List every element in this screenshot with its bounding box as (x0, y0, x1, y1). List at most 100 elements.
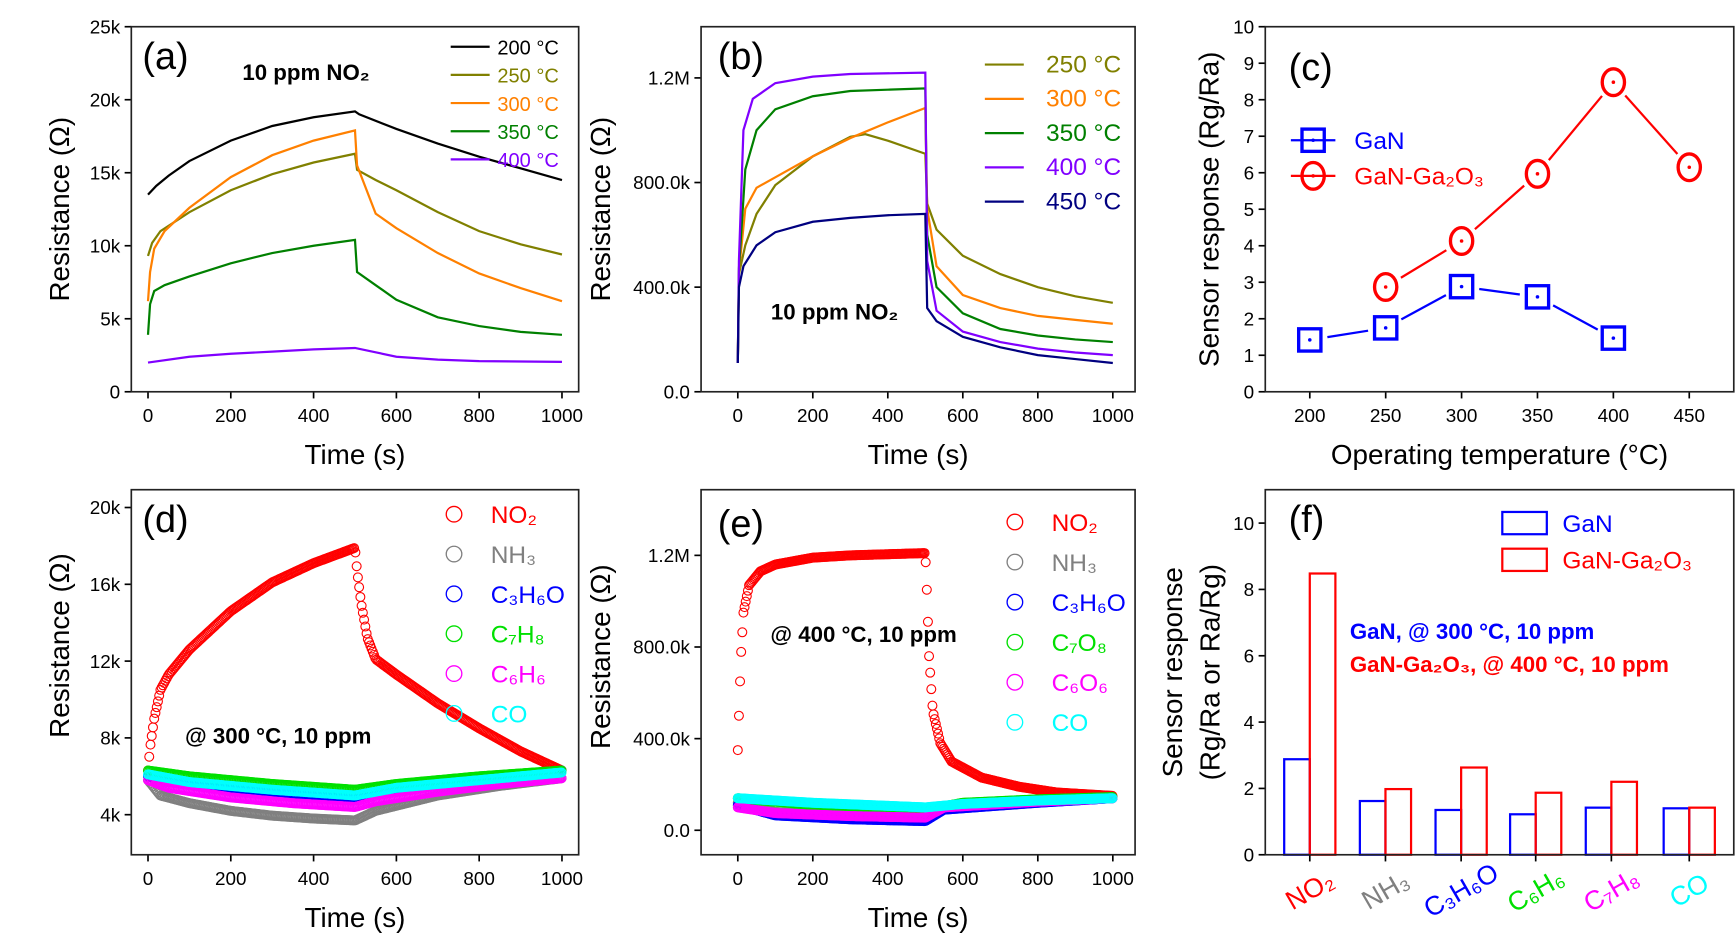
legend-label: 450 °C (1046, 188, 1121, 215)
series-line (146, 238, 563, 336)
legend-label: 250 °C (497, 66, 558, 88)
data-point (927, 700, 938, 711)
data-point (356, 600, 367, 611)
category-label: CO (1664, 867, 1714, 913)
y-tick-label: 7 (1244, 127, 1255, 148)
bar (1434, 808, 1463, 856)
x-tick-label: 1000 (1092, 406, 1134, 427)
category-label: C₆H₆ (1502, 862, 1569, 918)
x-tick-label: 200 (797, 869, 829, 890)
y-tick-label: 0 (1244, 845, 1255, 866)
legend-marker (1006, 713, 1024, 731)
x-tick-label: 450 (1673, 406, 1705, 427)
axes-frame (1264, 25, 1735, 393)
data-point (739, 602, 750, 613)
category-label: NH₃ (1357, 865, 1415, 916)
x-tick-label: 600 (947, 869, 979, 890)
bar (1460, 766, 1488, 856)
y-axis-label: Resistance (Ω) (44, 553, 75, 738)
bar (1283, 758, 1311, 856)
category-label: C₇H₈ (1578, 863, 1644, 918)
legend-marker (445, 545, 463, 563)
series-line (1474, 184, 1525, 231)
axes-frame (700, 25, 1136, 393)
panel-label: (c) (1289, 47, 1333, 89)
y-tick-label: 16k (90, 575, 121, 596)
data-point (1372, 271, 1399, 303)
data-point (928, 709, 939, 720)
plot-area (732, 548, 1118, 827)
y-tick-label: 800.0k (633, 638, 690, 659)
data-point (736, 646, 747, 657)
legend-label: NH₃ (1052, 550, 1097, 577)
legend-label: 350 °C (497, 122, 558, 144)
panel-label: (b) (718, 36, 764, 78)
data-point (357, 607, 368, 618)
x-tick-label: 200 (215, 406, 247, 427)
legend-swatch (1501, 547, 1548, 573)
annotation: 10 ppm NO₂ (771, 299, 898, 324)
y-tick-label: 400.0k (633, 729, 690, 750)
y-tick-label: 1 (1244, 346, 1255, 367)
x-tick-label: 0 (733, 406, 744, 427)
panel-c: 200 250 300 350 400 450 0 1 2 3 4 5 6 7 8 9 10 Operating … (1194, 17, 1735, 470)
marker-dot (1459, 239, 1464, 243)
x-axis-label: Time (s) (305, 439, 406, 470)
data-point (742, 585, 753, 596)
legend-label: CO (491, 701, 528, 728)
x-tick-label: 0 (143, 406, 154, 427)
legend-marker (445, 505, 463, 523)
legend-marker (445, 665, 463, 683)
legend-label: 350 °C (1046, 120, 1121, 147)
legend-marker (445, 585, 463, 603)
bar (1688, 806, 1716, 856)
series-line (736, 106, 1113, 364)
y-tick-label: 10k (90, 236, 121, 257)
x-axis-label: Operating temperature (°C) (1331, 439, 1668, 470)
x-tick-label: 1000 (541, 869, 583, 890)
marker-dot (1535, 295, 1540, 299)
y-axis-label: Resistance (Ω) (585, 564, 616, 749)
data-point (359, 614, 370, 625)
data-point (1296, 327, 1323, 353)
marker-dot (1611, 336, 1616, 340)
panel-label: (a) (142, 36, 188, 78)
x-tick-label: 200 (797, 406, 829, 427)
y-tick-label: 2 (1244, 779, 1255, 800)
data-point (933, 728, 944, 739)
legend-marker (1006, 673, 1024, 691)
series-line (147, 346, 562, 364)
legend-label: C₃H₆O (491, 582, 565, 609)
y-tick-label: 10 (1233, 17, 1254, 38)
legend-marker (445, 704, 463, 722)
y-tick-label: 6 (1244, 646, 1255, 667)
panel-label: (f) (1289, 499, 1325, 541)
plot-area (146, 110, 563, 364)
legend-marker (445, 625, 463, 643)
category-label: NO₂ (1280, 865, 1339, 916)
data-point (934, 733, 945, 744)
y-tick-label: 4 (1244, 236, 1255, 257)
y-tick-label: 5 (1244, 200, 1255, 221)
axes-frame (130, 488, 580, 856)
legend-label: NO₂ (1052, 510, 1098, 537)
series-line (736, 71, 1113, 364)
annotation: GaN, @ 300 °C, 10 ppm (1350, 619, 1595, 644)
y-tick-label: 8 (1244, 90, 1255, 111)
x-tick-label: 400 (872, 406, 904, 427)
x-tick-label: 1000 (1092, 869, 1134, 890)
axes-frame (130, 25, 580, 393)
y-tick-label: 8 (1244, 580, 1255, 601)
data-point (929, 714, 940, 725)
marker-dot (1459, 284, 1464, 289)
x-tick-label: 400 (298, 869, 330, 890)
data-point (162, 671, 173, 682)
legend-label: NO₂ (491, 502, 537, 529)
data-point (733, 710, 744, 721)
legend-marker (1006, 513, 1024, 531)
series-line (736, 87, 1113, 364)
legend-label: 200 °C (497, 38, 558, 60)
marker-dot (1383, 326, 1388, 330)
legend-swatch (1501, 510, 1548, 536)
